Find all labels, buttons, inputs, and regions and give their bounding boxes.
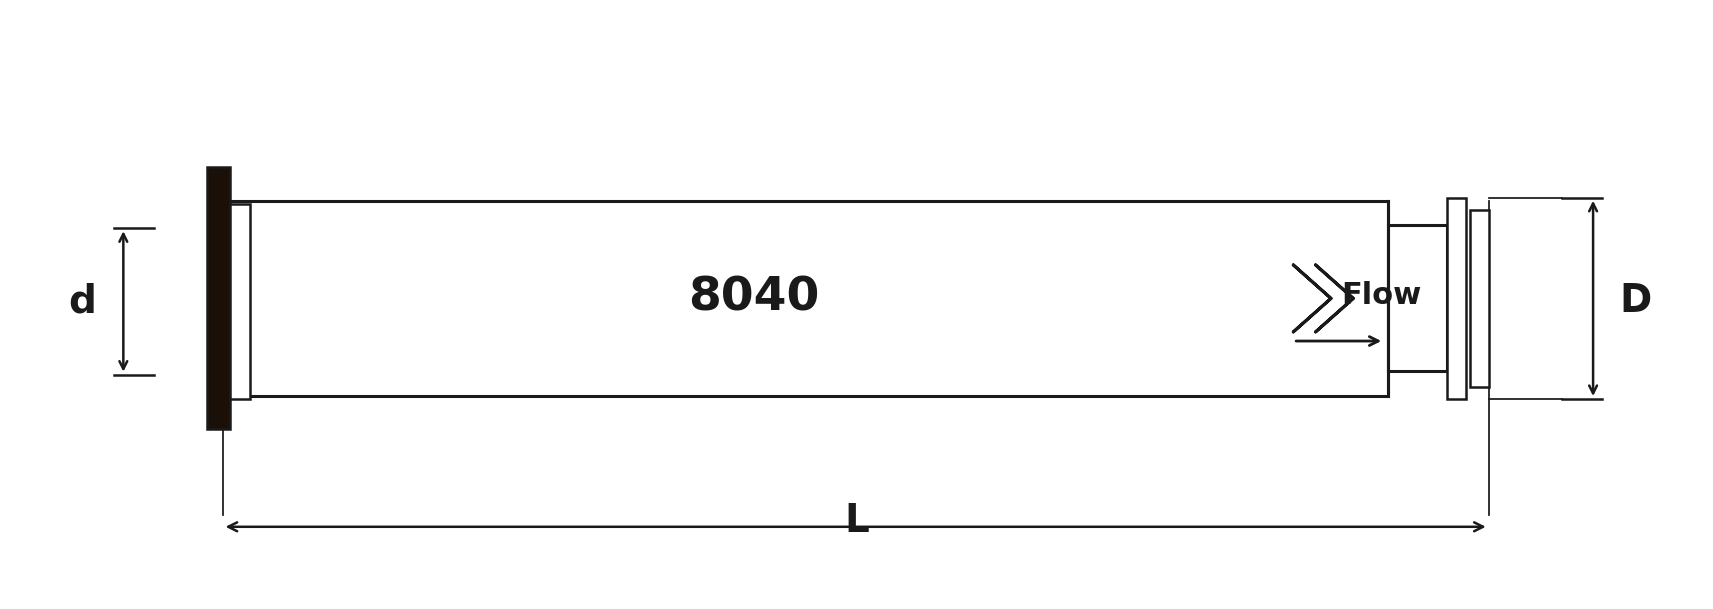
Bar [1470,210,1489,387]
Bar [1447,198,1466,399]
Text: d: d [69,283,96,320]
Text: L: L [845,502,868,540]
Text: Flow: Flow [1341,281,1422,310]
Bar [1388,225,1447,371]
Bar [230,204,250,399]
Text: 8040: 8040 [689,276,819,321]
Text: D: D [1620,283,1651,320]
Bar [223,201,1388,396]
Bar [207,167,230,429]
